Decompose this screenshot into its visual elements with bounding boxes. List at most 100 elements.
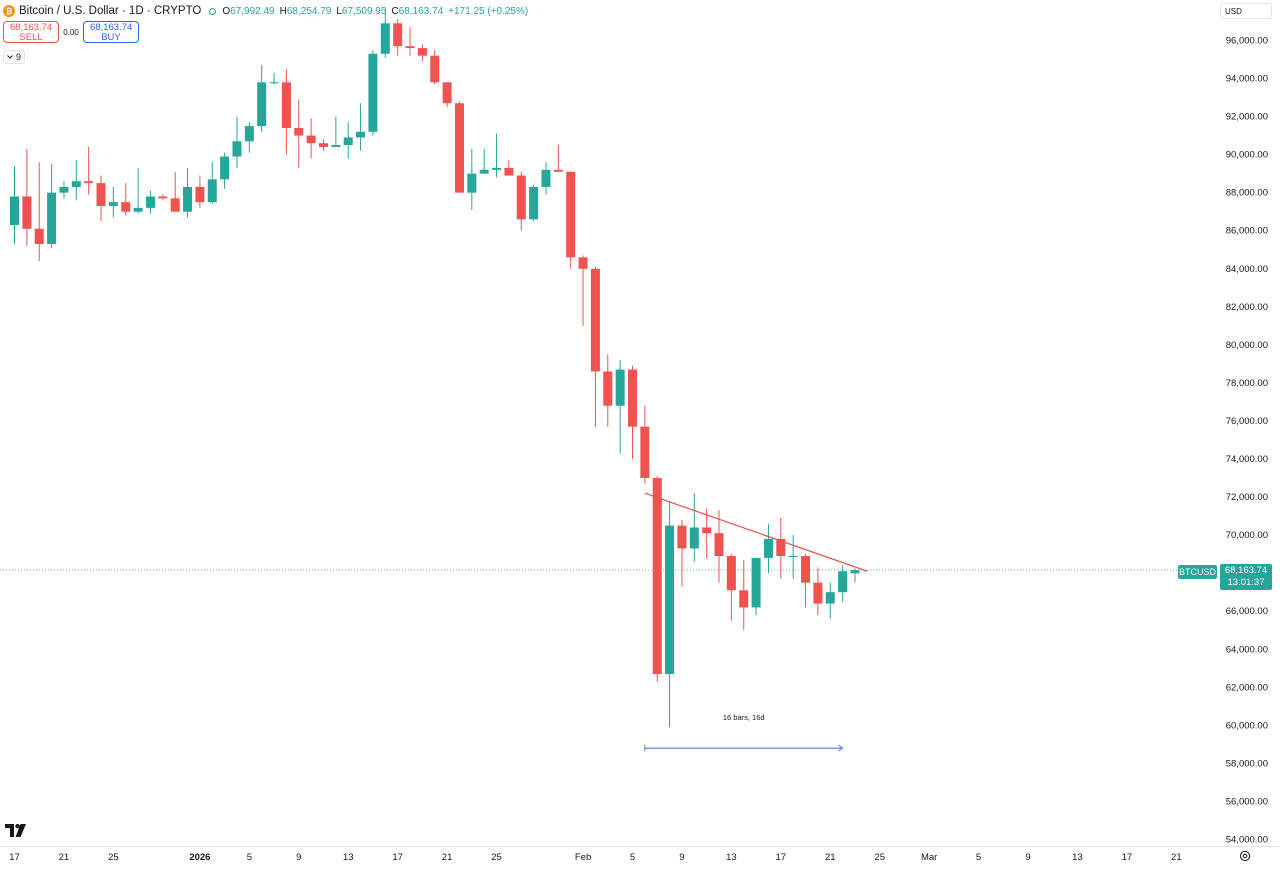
candle-body: [133, 207, 143, 212]
time-tick-label: 17: [1122, 852, 1133, 863]
time-tick-label: 5: [630, 852, 635, 863]
trendline: [644, 492, 868, 572]
candle-body: [615, 369, 625, 406]
time-tick-label: 25: [108, 852, 119, 863]
candle-body: [96, 183, 106, 206]
time-tick-label: 21: [442, 852, 453, 863]
candle: [356, 103, 366, 151]
candle: [269, 72, 279, 85]
measure-label: 16 bars, 16d: [723, 713, 765, 722]
time-tick-label: 9: [1025, 852, 1030, 863]
price-tick-label: 60,000.00: [1226, 720, 1268, 731]
candle: [183, 167, 193, 218]
candle: [331, 116, 341, 147]
candle-body: [702, 527, 712, 534]
symbol-price-label: BTCUSD: [1178, 565, 1217, 579]
price-tick-label: 90,000.00: [1226, 150, 1268, 161]
candle: [442, 82, 452, 108]
buy-label: BUY: [101, 32, 121, 43]
candle-body: [541, 169, 551, 187]
time-tick-label: 17: [9, 852, 20, 863]
candle: [170, 171, 180, 212]
candle: [405, 27, 415, 56]
price-tick-label: 56,000.00: [1226, 796, 1268, 807]
drawings: 16 bars, 16d: [644, 492, 868, 752]
candle: [232, 116, 242, 168]
candle: [108, 186, 118, 218]
candle: [257, 65, 267, 132]
candle-body: [801, 556, 811, 583]
chevron-down-icon: [7, 55, 13, 59]
sell-button[interactable]: 68,163.74 SELL: [3, 21, 59, 43]
tradingview-logo-icon[interactable]: [5, 824, 29, 838]
candle-body: [813, 582, 823, 604]
candle-body: [220, 156, 230, 180]
candle: [516, 171, 526, 231]
price-tick-label: 58,000.00: [1226, 758, 1268, 769]
candle-body: [751, 557, 761, 608]
candle: [343, 122, 353, 159]
symbol-title[interactable]: Bitcoin / U.S. Dollar · 1D · CRYPTO: [19, 5, 202, 17]
candle-body: [145, 196, 155, 208]
time-tick-label: 21: [59, 852, 70, 863]
last-price-value: 68,163.74: [1224, 565, 1268, 576]
candle-body: [294, 127, 304, 136]
indicators-toggle[interactable]: 9: [3, 50, 25, 64]
candle-body: [467, 173, 477, 193]
candle-body: [331, 145, 341, 147]
candle-body: [47, 192, 57, 245]
time-tick-label: 17: [392, 852, 403, 863]
buy-price: 68,163.74: [90, 22, 133, 33]
candle: [714, 510, 724, 583]
price-tick-label: 54,000.00: [1226, 835, 1268, 846]
candle: [603, 354, 613, 427]
candle-body: [590, 268, 600, 372]
last-price-label: 68,163.74 13:01:37: [1220, 564, 1272, 590]
time-tick-label: 21: [1171, 852, 1182, 863]
price-tick-label: 84,000.00: [1226, 264, 1268, 275]
candle: [380, 8, 390, 58]
candle-body: [838, 571, 848, 593]
candle-body: [677, 525, 687, 549]
candle-body: [479, 169, 489, 174]
candle-body: [380, 23, 390, 54]
time-tick-label: 13: [1072, 852, 1083, 863]
candle: [801, 554, 811, 608]
buy-button[interactable]: 68,163.74 BUY: [83, 21, 139, 43]
price-axis[interactable]: 54,000.00 56,000.00 58,000.00 60,000.00 62,0…: [1226, 35, 1268, 845]
currency-selector[interactable]: USD: [1220, 3, 1272, 19]
settings-icon[interactable]: [1239, 850, 1251, 862]
candle: [850, 568, 860, 583]
candle: [71, 160, 81, 201]
candle-body: [689, 527, 699, 549]
candle: [665, 500, 675, 728]
candle: [578, 255, 588, 326]
candle: [566, 171, 576, 269]
candle-body: [195, 186, 205, 203]
candle: [393, 19, 403, 56]
time-tick-label: 13: [343, 852, 354, 863]
candle-body: [393, 23, 403, 47]
candle-body: [492, 167, 502, 170]
candle: [640, 405, 650, 484]
candle-body: [257, 82, 267, 127]
price-tick-label: 80,000.00: [1226, 340, 1268, 351]
time-axis[interactable]: 17 21 25 2026 5 9 13 17 21 25 Feb 5 9 13 17 21 25 Mar 5 9 13…: [9, 852, 1181, 863]
price-tick-label: 64,000.00: [1226, 644, 1268, 655]
candle: [467, 148, 477, 210]
candle: [726, 554, 736, 621]
candle: [145, 190, 155, 214]
candle-body: [207, 179, 217, 203]
price-tick-label: 82,000.00: [1226, 302, 1268, 313]
candle-body: [368, 53, 378, 132]
candle: [195, 175, 205, 208]
time-tick-label: 5: [976, 852, 981, 863]
time-tick-label: 17: [776, 852, 787, 863]
candle-body: [343, 137, 353, 146]
candle-body: [158, 196, 168, 199]
candle-body: [244, 126, 254, 142]
time-tick-label: 2026: [189, 852, 210, 863]
price-tick-label: 72,000.00: [1226, 492, 1268, 503]
candle: [529, 185, 539, 222]
